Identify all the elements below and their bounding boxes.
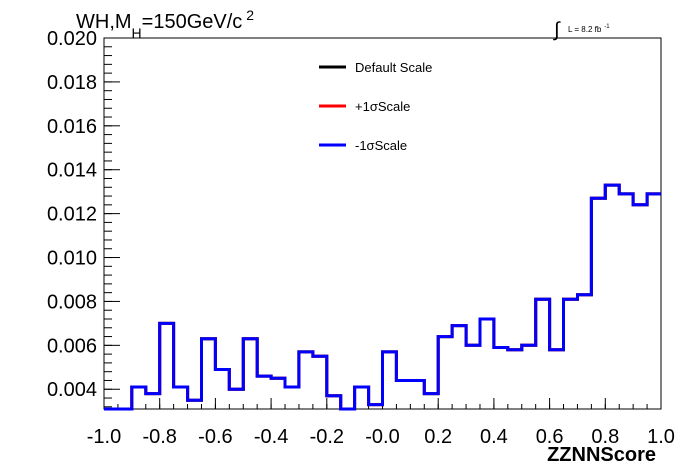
lumi-label: L = 8.2 fb -1: [568, 24, 610, 34]
x-axis: -1.0 -0.8 -0.6 -0.4 -0.2 -0.0 0.2 0.4 0.6 0.8 1.0: [87, 398, 675, 448]
y-tick-label: 0.014: [47, 160, 97, 182]
y-tick-label: 0.016: [47, 116, 97, 138]
y-axis: 0.004 0.006 0.008 0.010 0.012 0.014 0.016 0.018…: [47, 28, 120, 408]
y-tick-label: 0.010: [47, 248, 97, 270]
x-tick-label: -0.6: [198, 426, 232, 448]
x-axis-title: ZZNNScore: [547, 444, 656, 466]
x-tick-label: 0.6: [536, 426, 564, 448]
y-tick-label: 0.012: [47, 204, 97, 226]
x-tick-label: -0.0: [365, 426, 399, 448]
chart-title: WH,MH=150GeV/c 2: [76, 7, 254, 41]
y-tick-label: 0.020: [47, 28, 97, 50]
x-tick-label: -0.4: [254, 426, 288, 448]
legend-label-default: Default Scale: [355, 60, 432, 75]
y-tick-label: 0.018: [47, 72, 97, 94]
y-tick-label: 0.006: [47, 335, 97, 357]
series-line-minus1sigma: [104, 183, 661, 411]
x-tick-label: 0.4: [480, 426, 508, 448]
legend-label-minus1sigma: -1σScale: [355, 138, 407, 153]
legend-label-plus1sigma: +1σScale: [355, 99, 410, 114]
y-tick-label: 0.008: [47, 291, 97, 313]
x-tick-label: 0.2: [424, 426, 452, 448]
x-tick-label: -1.0: [87, 426, 121, 448]
legend: Default Scale +1σScale -1σScale: [319, 60, 432, 153]
x-tick-label: 1.0: [647, 426, 675, 448]
y-tick-label: 0.004: [47, 379, 97, 401]
x-tick-label: -0.2: [310, 426, 344, 448]
series-layer: [104, 183, 661, 411]
integral-symbol: ∫: [553, 19, 561, 41]
x-tick-label: 0.8: [591, 426, 619, 448]
x-tick-label: -0.8: [142, 426, 176, 448]
